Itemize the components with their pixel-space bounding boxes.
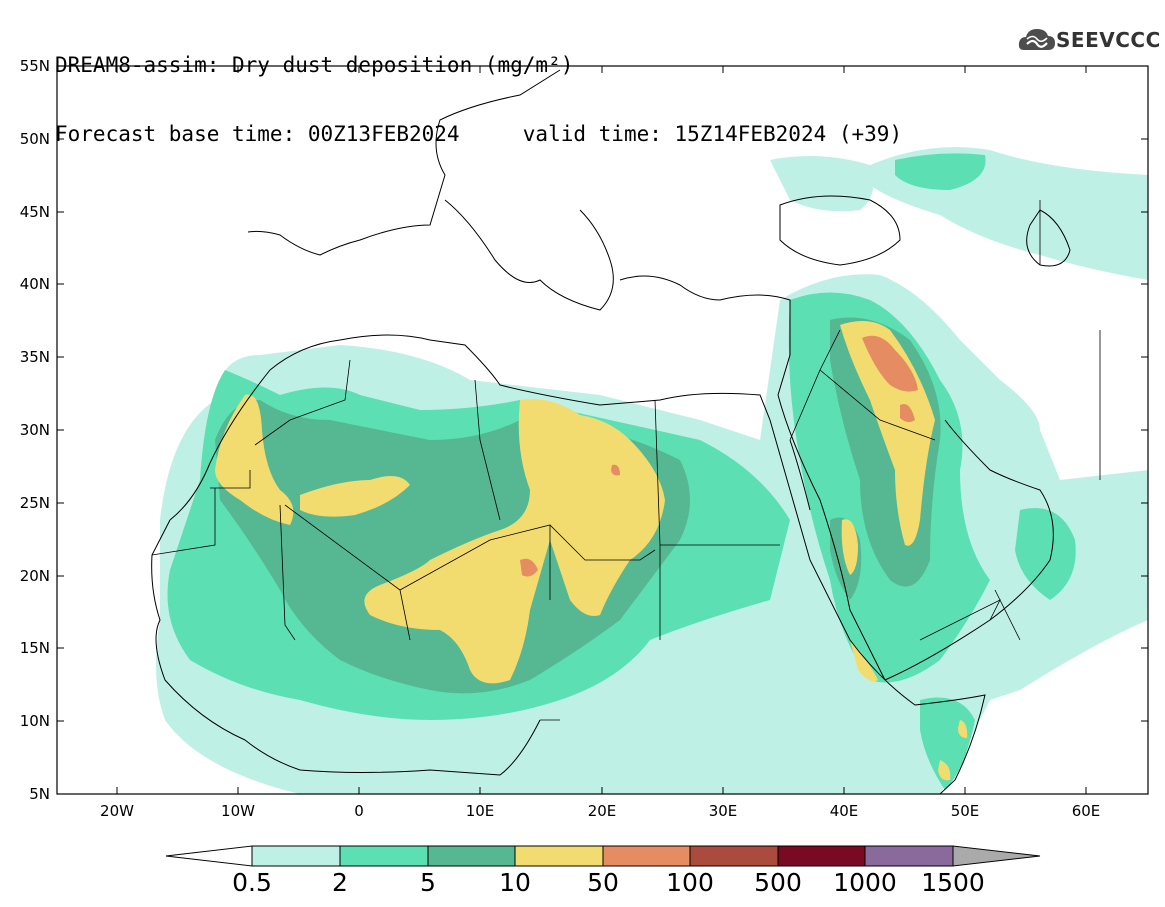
y-ticks (57, 65, 1148, 722)
europe-coastline (247, 69, 791, 396)
africa-coastline (209, 334, 986, 794)
y-tick-label: 50N (19, 130, 50, 148)
colorbar-segment-2 (339, 845, 429, 867)
caspian-coast (1026, 209, 1071, 267)
cloud-icon (1018, 29, 1055, 50)
x-tick-label: 50E (950, 802, 980, 820)
colorbar-label: 50 (587, 868, 619, 897)
y-tick-label: 5N (29, 785, 50, 803)
x-tick-label: 20E (587, 802, 617, 820)
x-tick-label: 30E (708, 802, 738, 820)
colorbar-label: 2 (332, 868, 348, 897)
dust-deposition-field (156, 147, 1148, 794)
coastlines (151, 69, 1071, 794)
x-ticks (116, 66, 1087, 794)
deposition-level-10-sahara-west (300, 476, 410, 517)
y-tick-label: 30N (19, 421, 50, 439)
y-tick-label: 55N (19, 57, 50, 75)
map-title: DREAM8-assim: Dry dust deposition (mg/m²… (55, 8, 902, 169)
x-tick-label: 20W (100, 802, 134, 820)
colorbar-high-extension (952, 845, 1041, 867)
x-tick-label: 40E (829, 802, 859, 820)
colorbar-segment-3 (427, 845, 516, 867)
title-line-2: Forecast base time: 00Z13FEB2024 valid t… (55, 122, 903, 146)
deposition-level-2-oman (920, 508, 1076, 790)
country-borders (151, 200, 1101, 721)
x-tick-label: 10E (465, 802, 495, 820)
x-tick-label: 0 (354, 802, 364, 820)
colorbar-label: 100 (666, 868, 714, 897)
colorbar-segment-7 (777, 845, 866, 867)
arabia-coast (884, 419, 1054, 681)
deposition-level-50 (520, 335, 918, 577)
y-tick-label: 10N (19, 712, 50, 730)
colorbar-label: 500 (754, 868, 802, 897)
colorbar-segment-8 (864, 845, 954, 867)
logo-text: SEEVCCC (1056, 28, 1161, 52)
black-sea-coast (779, 195, 901, 266)
colorbar-low-extension (165, 845, 253, 867)
x-tick-label: 60E (1071, 802, 1101, 820)
deposition-level-0-5-north (770, 147, 1148, 280)
colorbar (165, 845, 1041, 867)
red-sea-coast (777, 394, 886, 681)
deposition-level-10 (215, 394, 294, 525)
colorbar-label: 10 (499, 868, 531, 897)
y-tick-label: 40N (19, 275, 50, 293)
x-tick-label: 10W (221, 802, 255, 820)
deposition-level-10-sahara-central (364, 399, 665, 684)
west-africa-coastline (151, 462, 541, 776)
title-line-1: DREAM8-assim: Dry dust deposition (mg/m²… (55, 53, 574, 77)
y-tick-label: 15N (19, 639, 50, 657)
seevccc-logo: SEEVCCC (1018, 24, 1160, 58)
colorbar-segment-4 (514, 845, 604, 867)
colorbar-label: 1000 (833, 868, 897, 897)
colorbar-segment-5 (602, 845, 691, 867)
colorbar-label: 0.5 (232, 868, 272, 897)
colorbar-label: 1500 (921, 868, 985, 897)
y-tick-label: 35N (19, 348, 50, 366)
colorbar-segment-1 (251, 845, 341, 867)
y-tick-label: 45N (19, 203, 50, 221)
y-tick-label: 25N (19, 494, 50, 512)
deposition-level-2-caspian (895, 153, 986, 190)
y-tick-label: 20N (19, 567, 50, 585)
colorbar-label: 5 (420, 868, 436, 897)
colorbar-segment-6 (689, 845, 779, 867)
